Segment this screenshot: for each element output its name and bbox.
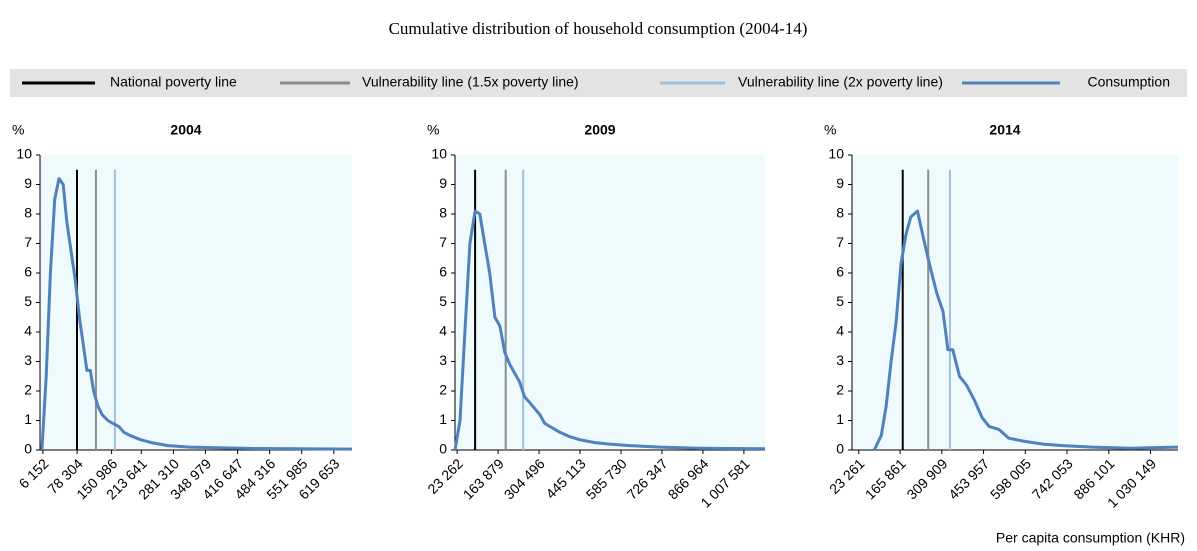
x-tick-label: 304 496 (501, 455, 548, 502)
consumption-line (453, 209, 766, 451)
y-tick-label: 6 (24, 264, 32, 280)
figure-title: Cumulative distribution of household con… (389, 19, 808, 38)
y-tick-label: 4 (24, 323, 32, 339)
legend-label: National poverty line (110, 74, 237, 90)
legend-label: Vulnerability line (1.5x poverty line) (362, 74, 579, 90)
y-tick-label: 3 (24, 352, 32, 368)
panel-title: 2004 (170, 122, 201, 138)
y-tick-label: 9 (836, 175, 844, 191)
x-tick-label: 453 957 (945, 455, 992, 502)
x-axis-label: Per capita consumption (KHR) (996, 530, 1185, 546)
y-tick-label: 1 (24, 411, 32, 427)
panel-title: 2009 (584, 122, 615, 138)
consumption-line (40, 177, 353, 451)
y-tick-label: 0 (836, 441, 844, 457)
y-tick-label: 3 (836, 352, 844, 368)
y-tick-label: 6 (439, 264, 447, 280)
y-tick-label: 10 (828, 146, 844, 162)
y-tick-label: 1 (836, 411, 844, 427)
x-tick-label: 309 909 (903, 455, 950, 502)
y-tick-label: 8 (24, 205, 32, 221)
y-unit: % (12, 122, 24, 138)
plot-area (852, 155, 1178, 450)
x-tick-label: 165 861 (862, 455, 909, 502)
y-tick-label: 8 (836, 205, 844, 221)
y-tick-label: 0 (24, 441, 32, 457)
y-tick-label: 9 (439, 175, 447, 191)
y-tick-label: 0 (439, 441, 447, 457)
y-unit: % (824, 122, 836, 138)
x-tick-label: 598 005 (987, 455, 1034, 502)
consumption-line (872, 209, 1179, 451)
y-tick-label: 7 (24, 234, 32, 250)
y-tick-label: 6 (836, 264, 844, 280)
y-tick-label: 7 (836, 234, 844, 250)
x-tick-label: 726 347 (624, 455, 671, 502)
y-tick-label: 1 (439, 411, 447, 427)
y-tick-label: 5 (439, 293, 447, 309)
y-tick-label: 2 (439, 382, 447, 398)
y-tick-label: 10 (16, 146, 32, 162)
x-tick-label: 163 879 (460, 455, 507, 502)
x-tick-label: 742 053 (1029, 455, 1076, 502)
legend-label: Consumption (1088, 74, 1171, 90)
y-unit: % (427, 122, 439, 138)
y-tick-label: 4 (836, 323, 844, 339)
x-tick-label: 445 113 (542, 455, 589, 502)
plot-area (40, 155, 352, 450)
y-tick-label: 5 (24, 293, 32, 309)
plot-area (455, 155, 765, 450)
x-tick-label: 585 730 (583, 455, 630, 502)
y-tick-label: 10 (431, 146, 447, 162)
y-tick-label: 2 (24, 382, 32, 398)
panel-title: 2014 (989, 122, 1020, 138)
y-tick-label: 3 (439, 352, 447, 368)
y-tick-label: 8 (439, 205, 447, 221)
y-tick-label: 2 (836, 382, 844, 398)
y-tick-label: 7 (439, 234, 447, 250)
legend-label: Vulnerability line (2x poverty line) (738, 74, 943, 90)
y-tick-label: 5 (836, 293, 844, 309)
y-tick-label: 4 (439, 323, 447, 339)
y-tick-label: 9 (24, 175, 32, 191)
